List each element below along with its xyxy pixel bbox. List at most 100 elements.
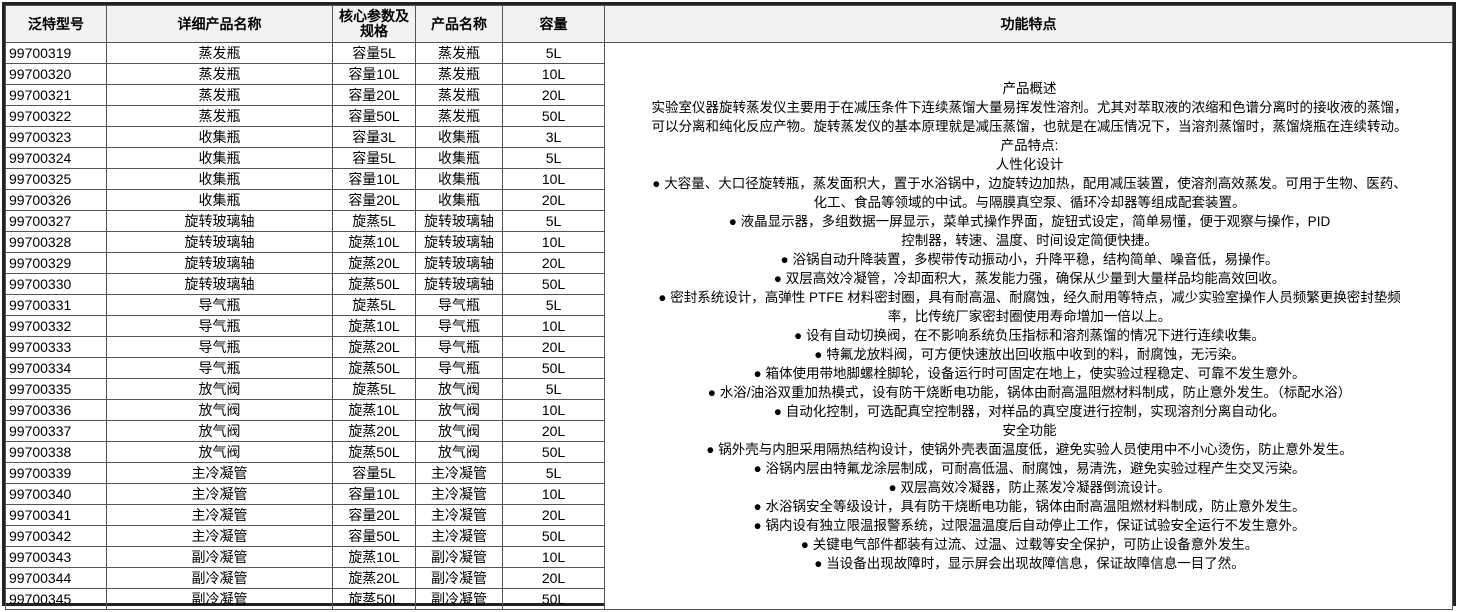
cell-core-spec[interactable]: 旋蒸5L [332,294,416,316]
cell-detail-name[interactable]: 放气阀 [106,441,333,463]
cell-detail-name[interactable]: 收集瓶 [106,147,333,169]
cell-model-no[interactable]: 99700335 [5,378,107,400]
cell-capacity[interactable]: 20L [502,252,605,274]
header-model-no[interactable]: 泛特型号 [5,5,107,43]
cell-product-name[interactable]: 放气阀 [415,399,503,421]
cell-model-no[interactable]: 99700331 [5,294,107,316]
cell-model-no[interactable]: 99700321 [5,84,107,106]
cell-detail-name[interactable]: 主冷凝管 [106,525,333,547]
cell-detail-name[interactable]: 收集瓶 [106,126,333,148]
cell-detail-name[interactable]: 导气瓶 [106,336,333,358]
cell-product-name[interactable]: 旋转玻璃轴 [415,231,503,253]
cell-core-spec[interactable]: 容量5L [332,42,416,64]
cell-detail-name[interactable]: 蒸发瓶 [106,42,333,64]
cell-product-name[interactable]: 旋转玻璃轴 [415,273,503,295]
cell-capacity[interactable]: 50L [502,588,605,610]
cell-model-no[interactable]: 99700341 [5,504,107,526]
cell-product-name[interactable]: 蒸发瓶 [415,63,503,85]
cell-detail-name[interactable]: 导气瓶 [106,315,333,337]
cell-model-no[interactable]: 99700324 [5,147,107,169]
cell-model-no[interactable]: 99700319 [5,42,107,64]
cell-product-name[interactable]: 旋转玻璃轴 [415,252,503,274]
cell-capacity[interactable]: 5L [502,294,605,316]
cell-product-name[interactable]: 放气阀 [415,378,503,400]
cell-capacity[interactable]: 20L [502,420,605,442]
cell-model-no[interactable]: 99700330 [5,273,107,295]
cell-core-spec[interactable]: 容量20L [332,84,416,106]
cell-core-spec[interactable]: 旋蒸50L [332,273,416,295]
cell-product-name[interactable]: 主冷凝管 [415,525,503,547]
cell-capacity[interactable]: 10L [502,483,605,505]
cell-capacity[interactable]: 5L [502,42,605,64]
cell-capacity[interactable]: 10L [502,399,605,421]
cell-detail-name[interactable]: 放气阀 [106,420,333,442]
cell-model-no[interactable]: 99700322 [5,105,107,127]
cell-capacity[interactable]: 50L [502,105,605,127]
cell-detail-name[interactable]: 主冷凝管 [106,504,333,526]
header-detail-name[interactable]: 详细产品名称 [106,5,333,43]
cell-detail-name[interactable]: 副冷凝管 [106,588,333,610]
cell-model-no[interactable]: 99700333 [5,336,107,358]
cell-model-no[interactable]: 99700339 [5,462,107,484]
cell-product-name[interactable]: 副冷凝管 [415,546,503,568]
cell-product-name[interactable]: 导气瓶 [415,294,503,316]
cell-product-name[interactable]: 收集瓶 [415,126,503,148]
cell-model-no[interactable]: 99700328 [5,231,107,253]
cell-model-no[interactable]: 99700329 [5,252,107,274]
cell-model-no[interactable]: 99700345 [5,588,107,610]
cell-product-name[interactable]: 主冷凝管 [415,483,503,505]
cell-core-spec[interactable]: 容量20L [332,189,416,211]
cell-capacity[interactable]: 5L [502,462,605,484]
header-product-name[interactable]: 产品名称 [415,5,503,43]
cell-product-name[interactable]: 收集瓶 [415,168,503,190]
cell-model-no[interactable]: 99700325 [5,168,107,190]
cell-model-no[interactable]: 99700336 [5,399,107,421]
cell-detail-name[interactable]: 放气阀 [106,378,333,400]
cell-core-spec[interactable]: 旋蒸20L [332,420,416,442]
cell-core-spec[interactable]: 容量5L [332,462,416,484]
cell-detail-name[interactable]: 放气阀 [106,399,333,421]
cell-capacity[interactable]: 20L [502,504,605,526]
cell-product-name[interactable]: 蒸发瓶 [415,105,503,127]
cell-capacity[interactable]: 10L [502,315,605,337]
cell-core-spec[interactable]: 旋蒸10L [332,399,416,421]
cell-product-name[interactable]: 放气阀 [415,420,503,442]
cell-model-no[interactable]: 99700327 [5,210,107,232]
cell-core-spec[interactable]: 旋蒸20L [332,336,416,358]
cell-detail-name[interactable]: 导气瓶 [106,294,333,316]
cell-model-no[interactable]: 99700344 [5,567,107,589]
cell-capacity[interactable]: 5L [502,210,605,232]
cell-model-no[interactable]: 99700320 [5,63,107,85]
cell-core-spec[interactable]: 容量5L [332,147,416,169]
cell-detail-name[interactable]: 副冷凝管 [106,546,333,568]
cell-capacity[interactable]: 50L [502,273,605,295]
cell-capacity[interactable]: 5L [502,147,605,169]
cell-detail-name[interactable]: 旋转玻璃轴 [106,231,333,253]
cell-product-name[interactable]: 蒸发瓶 [415,42,503,64]
cell-model-no[interactable]: 99700337 [5,420,107,442]
cell-model-no[interactable]: 99700334 [5,357,107,379]
cell-product-name[interactable]: 放气阀 [415,441,503,463]
cell-capacity[interactable]: 20L [502,189,605,211]
cell-core-spec[interactable]: 旋蒸50L [332,357,416,379]
cell-product-name[interactable]: 主冷凝管 [415,504,503,526]
cell-capacity[interactable]: 10L [502,168,605,190]
cell-capacity[interactable]: 3L [502,126,605,148]
cell-product-name[interactable]: 蒸发瓶 [415,84,503,106]
cell-core-spec[interactable]: 旋蒸50L [332,588,416,610]
cell-model-no[interactable]: 99700342 [5,525,107,547]
cell-product-name[interactable]: 主冷凝管 [415,462,503,484]
cell-core-spec[interactable]: 旋蒸20L [332,252,416,274]
cell-capacity[interactable]: 50L [502,441,605,463]
cell-product-name[interactable]: 副冷凝管 [415,567,503,589]
cell-core-spec[interactable]: 旋蒸10L [332,231,416,253]
cell-detail-name[interactable]: 蒸发瓶 [106,84,333,106]
cell-core-spec[interactable]: 容量10L [332,483,416,505]
cell-detail-name[interactable]: 主冷凝管 [106,483,333,505]
cell-product-name[interactable]: 导气瓶 [415,336,503,358]
cell-capacity[interactable]: 20L [502,84,605,106]
cell-core-spec[interactable]: 旋蒸50L [332,441,416,463]
cell-product-name[interactable]: 收集瓶 [415,189,503,211]
cell-detail-name[interactable]: 蒸发瓶 [106,105,333,127]
cell-detail-name[interactable]: 收集瓶 [106,189,333,211]
